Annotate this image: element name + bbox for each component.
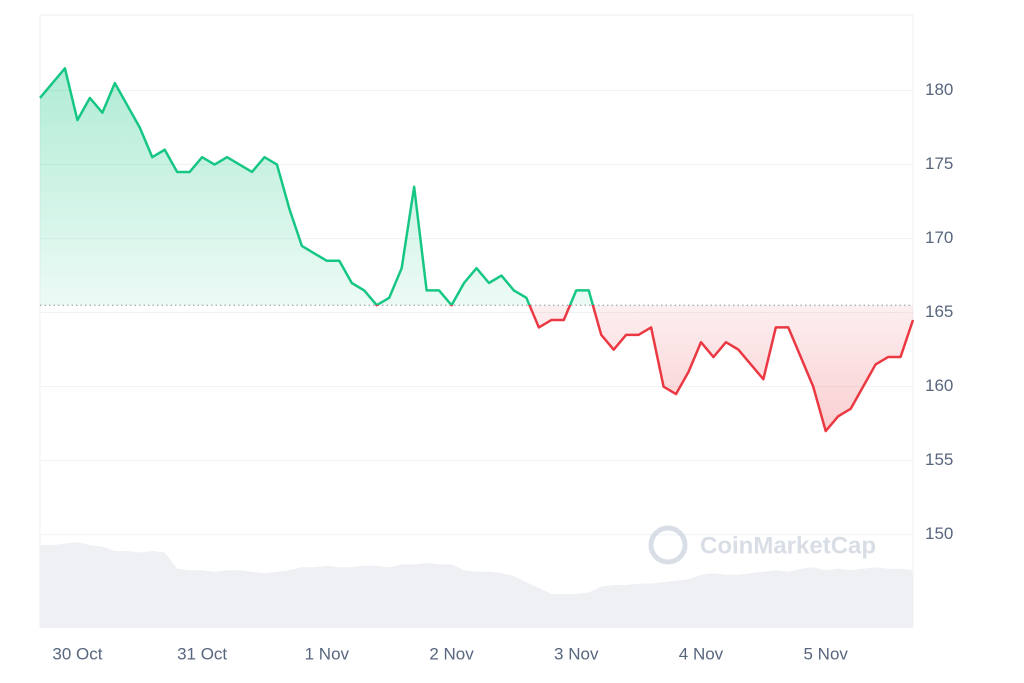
watermark-text: CoinMarketCap	[700, 532, 876, 559]
y-tick-label: 175	[925, 154, 953, 173]
y-tick-label: 160	[925, 376, 953, 395]
x-tick-label: 31 Oct	[177, 644, 227, 663]
x-tick-label: 1 Nov	[305, 644, 350, 663]
x-tick-label: 4 Nov	[679, 644, 724, 663]
y-tick-label: 170	[925, 228, 953, 247]
price-line	[39, 67, 915, 433]
price-area	[40, 68, 913, 432]
y-tick-label: 150	[925, 524, 953, 543]
x-tick-label: 3 Nov	[554, 644, 599, 663]
y-tick-label: 180	[925, 80, 953, 99]
x-tick-label: 5 Nov	[803, 644, 848, 663]
y-tick-label: 155	[925, 450, 953, 469]
x-tick-label: 2 Nov	[429, 644, 474, 663]
volume-area	[40, 542, 913, 628]
watermark: CoinMarketCap	[648, 525, 876, 565]
x-tick-label: 30 Oct	[52, 644, 102, 663]
y-tick-label: 165	[925, 302, 953, 321]
